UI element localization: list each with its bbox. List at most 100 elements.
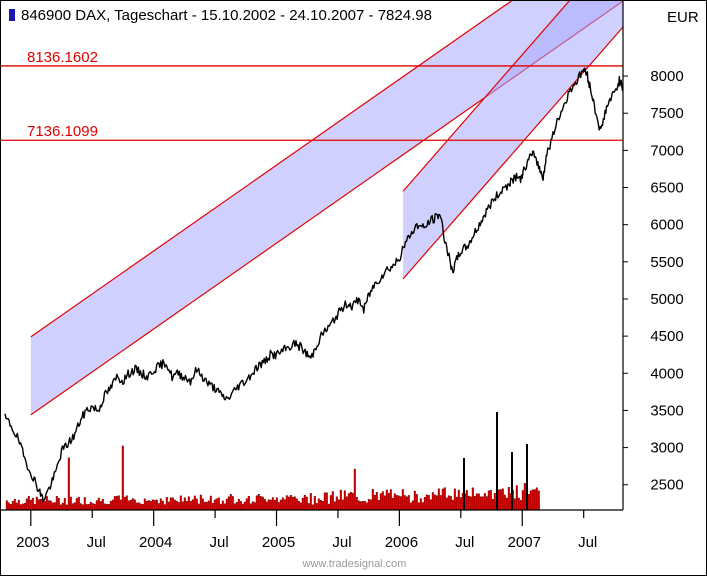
header-last-value: 7824.98	[377, 7, 432, 24]
volume-bar	[269, 499, 272, 511]
volume-bar	[355, 497, 358, 511]
volume-bar	[47, 500, 50, 511]
volume-bar	[459, 497, 462, 511]
volume-bar	[537, 490, 540, 511]
volume-bar	[433, 494, 436, 511]
volume-bar	[205, 501, 208, 511]
volume-bar	[383, 495, 386, 511]
volume-bar	[497, 489, 500, 511]
volume-bar	[349, 491, 352, 511]
volume-bar	[419, 498, 422, 511]
volume-bar	[353, 468, 356, 511]
volume-bar	[13, 498, 16, 511]
volume-bar	[431, 492, 434, 511]
volume-bar	[465, 490, 468, 511]
volume-bar	[235, 502, 238, 511]
volume-bar	[485, 496, 488, 511]
header-sep-2: -	[368, 7, 374, 24]
volume-bar	[265, 501, 268, 511]
volume-bar	[213, 499, 216, 511]
volume-bar	[337, 499, 340, 511]
volume-bar	[67, 457, 70, 511]
volume-bar	[307, 503, 310, 511]
volume-bar	[181, 501, 184, 511]
volume-bar	[19, 504, 22, 511]
volume-bar	[129, 499, 132, 511]
level-label-2: 7136.1099	[27, 123, 98, 140]
volume-bar	[291, 496, 294, 511]
price-series	[4, 67, 624, 503]
volume-bar	[245, 498, 248, 511]
y-tick-label: 6000	[650, 217, 683, 234]
volume-bar	[351, 492, 354, 511]
volume-bar	[215, 498, 218, 511]
volume-bar	[277, 502, 280, 511]
volume-bar	[381, 491, 384, 511]
volume-bar	[439, 495, 442, 511]
volume-bars	[5, 412, 540, 511]
volume-bar	[375, 492, 378, 511]
volume-bar	[239, 501, 242, 511]
volume-bar	[445, 497, 448, 511]
volume-bar	[169, 497, 172, 511]
dax-price-line	[4, 67, 624, 503]
volume-bar	[199, 494, 202, 511]
volume-bar	[427, 495, 430, 511]
volume-bar	[157, 503, 160, 511]
volume-bar	[517, 497, 520, 511]
volume-bar-spike	[511, 452, 513, 510]
volume-bar	[243, 501, 246, 511]
volume-bar	[85, 504, 88, 511]
volume-bar	[421, 502, 424, 511]
header-symbol: 846900	[21, 7, 72, 24]
volume-bar	[65, 504, 68, 511]
volume-bar	[83, 497, 86, 511]
volume-bar	[323, 492, 326, 511]
volume-bar	[363, 500, 366, 511]
volume-bar	[505, 497, 508, 511]
volume-bar	[217, 497, 220, 511]
volume-bar	[69, 496, 72, 511]
volume-bar	[227, 496, 230, 511]
volume-bar	[521, 490, 524, 511]
volume-bar	[305, 496, 308, 511]
volume-bar	[451, 499, 454, 511]
volume-bar	[111, 499, 114, 511]
volume-bar	[415, 494, 418, 511]
volume-bar	[369, 499, 372, 511]
y-tick-label: 5500	[650, 254, 683, 271]
volume-bar	[9, 504, 12, 511]
volume-bar	[173, 499, 176, 511]
volume-bar	[477, 493, 480, 511]
channel-2-upper-line	[402, 1, 570, 192]
volume-bar	[135, 502, 138, 511]
volume-bar-spike	[496, 412, 498, 510]
volume-bar	[345, 496, 348, 511]
volume-bar	[295, 498, 298, 511]
volume-bar	[303, 494, 306, 511]
volume-bar	[149, 501, 152, 511]
volume-bar	[195, 498, 198, 511]
volume-bar	[513, 498, 516, 511]
volume-bar	[385, 489, 388, 511]
volume-bar	[325, 492, 328, 511]
volume-bar	[201, 498, 204, 511]
volume-bar	[179, 495, 182, 511]
volume-bar	[467, 495, 470, 511]
x-tick-label: Jul	[578, 534, 597, 551]
volume-bar	[341, 499, 344, 511]
volume-bar	[31, 497, 34, 511]
volume-bar	[281, 497, 284, 511]
volume-bar	[75, 498, 78, 511]
header-name: DAX	[75, 7, 107, 24]
header-chart-kind: Tageschart	[114, 7, 188, 24]
volume-bar	[183, 497, 186, 511]
volume-bar	[301, 497, 304, 511]
volume-bar	[417, 502, 420, 511]
volume-bar	[191, 499, 194, 511]
volume-bar	[61, 502, 64, 511]
volume-bar	[289, 494, 292, 511]
volume-bar	[223, 503, 226, 511]
volume-bar	[259, 496, 262, 511]
